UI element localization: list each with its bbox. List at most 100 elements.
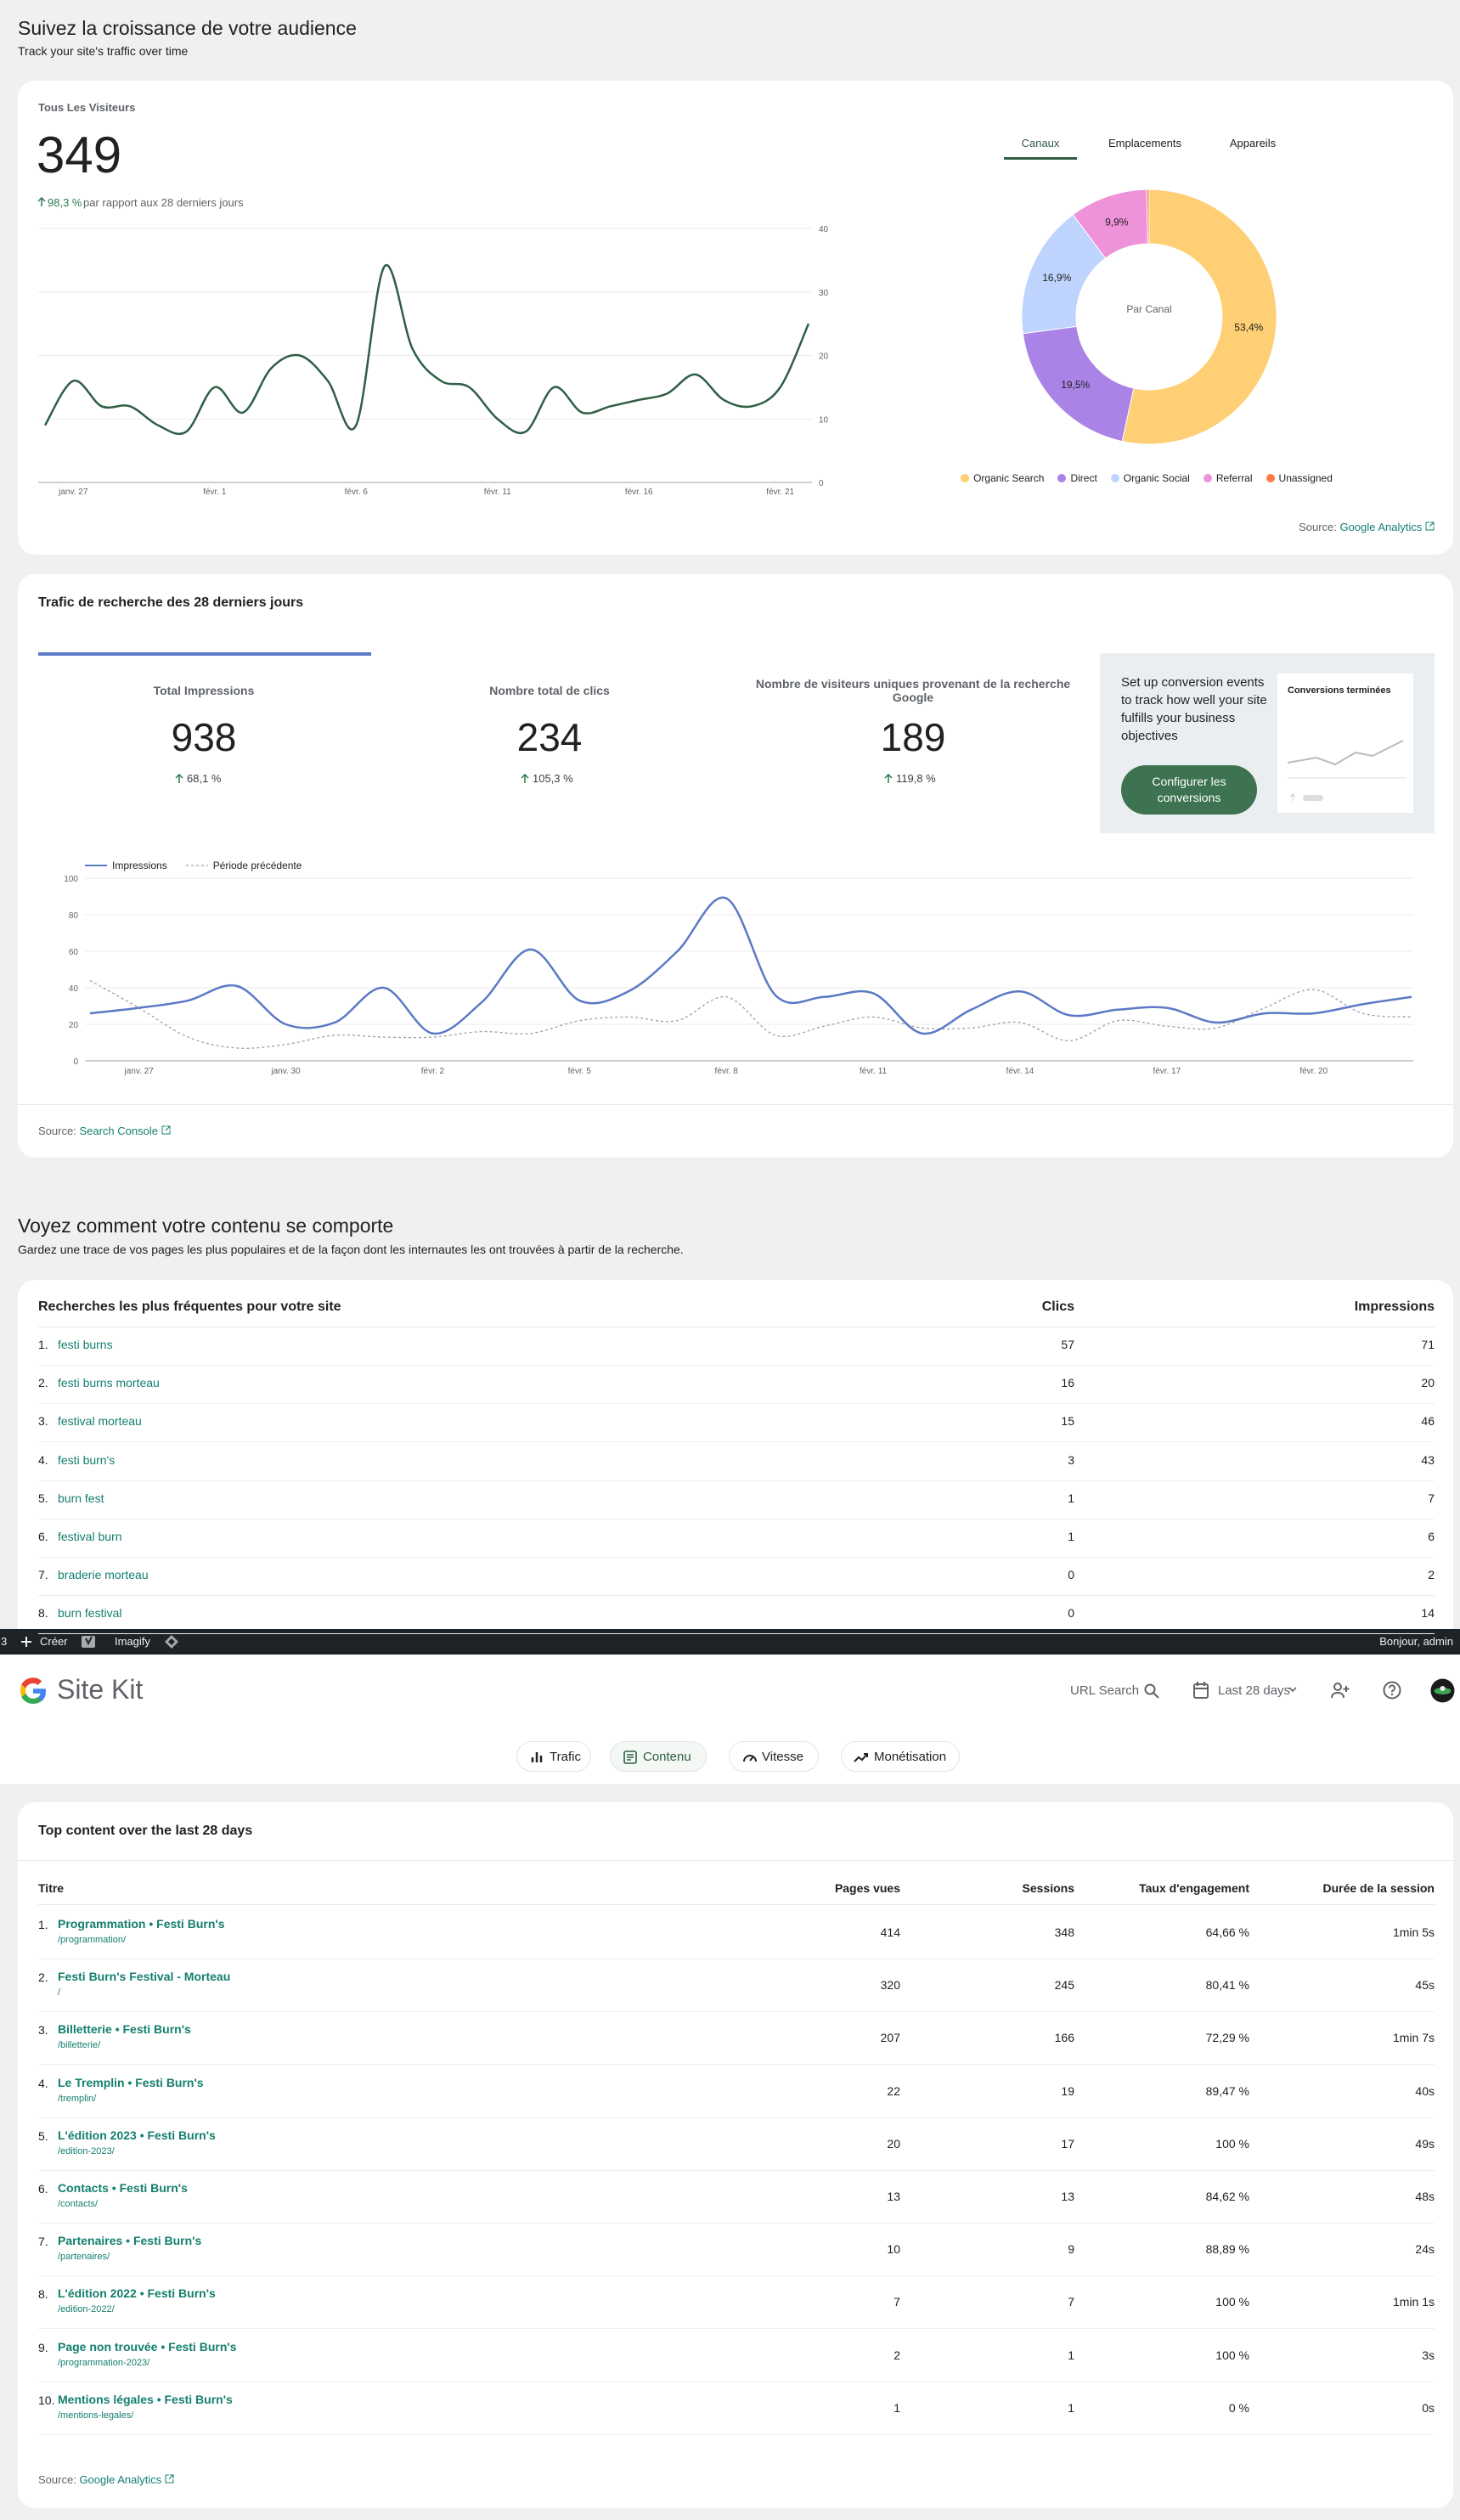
- nav-pill[interactable]: Trafic: [516, 1741, 591, 1772]
- user-add-icon[interactable]: [1331, 1682, 1350, 1699]
- tab[interactable]: Appareils: [1229, 137, 1277, 149]
- rank: 2.: [38, 1376, 48, 1390]
- cell: 0: [1068, 1606, 1074, 1621]
- cell: 414: [880, 1925, 900, 1939]
- page-title[interactable]: Mentions légales • Festi Burn's: [58, 2392, 233, 2406]
- row-divider: [38, 1365, 1435, 1366]
- page-title[interactable]: Partenaires • Festi Burn's: [58, 2234, 202, 2248]
- metric-label[interactable]: Total Impressions: [153, 684, 255, 697]
- search-term[interactable]: festi burn's: [58, 1452, 116, 1467]
- cell: 13: [887, 2190, 900, 2203]
- page-path[interactable]: /partenaires/: [58, 2252, 110, 2263]
- rank: 7.: [38, 2235, 48, 2249]
- search-term[interactable]: braderie morteau: [58, 1568, 149, 1582]
- cell: 100 %: [1215, 2136, 1249, 2151]
- help-icon[interactable]: [1383, 1681, 1401, 1700]
- page-path[interactable]: /edition-2022/: [58, 2304, 115, 2315]
- rank: 3.: [38, 2023, 48, 2038]
- legend-item[interactable]: Période précédente: [185, 860, 302, 871]
- nav-pill[interactable]: Contenu: [610, 1741, 707, 1772]
- page-title[interactable]: L'édition 2023 • Festi Burn's: [58, 2128, 216, 2142]
- page-title[interactable]: Programmation • Festi Burn's: [58, 1917, 225, 1931]
- source-link[interactable]: Google Analytics: [79, 2473, 162, 2486]
- tab[interactable]: Emplacements: [1108, 137, 1181, 149]
- cell: 20: [1421, 1376, 1435, 1390]
- cell: 46: [1421, 1414, 1435, 1429]
- admin-item[interactable]: 3: [1, 1635, 8, 1648]
- page-title[interactable]: Page non trouvée • Festi Burn's: [58, 2339, 237, 2354]
- metric-value: 938: [171, 715, 237, 759]
- page-path[interactable]: /programmation-2023/: [58, 2357, 150, 2368]
- legend-item[interactable]: Referral: [1203, 472, 1253, 484]
- row-divider: [38, 1480, 1435, 1481]
- page-path[interactable]: /tremplin/: [58, 2093, 97, 2104]
- page-title[interactable]: Contacts • Festi Burn's: [58, 2181, 188, 2195]
- page-path[interactable]: /mentions-legales/: [58, 2410, 134, 2421]
- search-icon[interactable]: [1144, 1683, 1159, 1699]
- search-term[interactable]: festi burns: [58, 1338, 113, 1351]
- divider: [18, 1104, 1453, 1105]
- page-title[interactable]: Le Tremplin • Festi Burn's: [58, 2075, 204, 2089]
- external-icon: [161, 1125, 171, 1135]
- page-path[interactable]: /contacts/: [58, 2199, 99, 2209]
- source-link[interactable]: Google Analytics: [1339, 521, 1423, 533]
- search-term[interactable]: festival burn: [58, 1530, 122, 1543]
- nav-pill[interactable]: Monétisation: [841, 1741, 960, 1772]
- date-range[interactable]: Last 28 days: [1218, 1683, 1291, 1698]
- cell: 100 %: [1215, 2348, 1249, 2362]
- legend-item[interactable]: Organic Social: [1110, 472, 1190, 484]
- legend-item[interactable]: Direct: [1057, 472, 1097, 484]
- cell: 1: [1068, 2348, 1074, 2362]
- page-title[interactable]: L'édition 2022 • Festi Burn's: [58, 2286, 216, 2301]
- cell: 14: [1421, 1606, 1435, 1621]
- admin-item[interactable]: Créer: [40, 1635, 68, 1648]
- page-path[interactable]: /edition-2023/: [58, 2145, 115, 2156]
- cell: 7: [893, 2295, 900, 2309]
- legend-item[interactable]: Impressions: [85, 860, 167, 871]
- source-link[interactable]: Search Console: [79, 1125, 158, 1137]
- configure-button[interactable]: Configurer les conversions: [1121, 765, 1257, 815]
- admin-item[interactable]: Imagify: [115, 1635, 150, 1648]
- legend-label: Période précédente: [212, 860, 302, 871]
- up-arrow: [175, 774, 183, 783]
- source-label: Source:: [1299, 521, 1337, 533]
- greeting[interactable]: Bonjour, admin: [1379, 1635, 1453, 1648]
- search-term[interactable]: festi burns morteau: [58, 1376, 160, 1390]
- cell: 13: [1061, 2190, 1074, 2203]
- metric-label[interactable]: Nombre total de clics: [489, 684, 610, 697]
- legend-swatch: [961, 474, 970, 482]
- avatar[interactable]: [1430, 1678, 1455, 1703]
- page-path[interactable]: /billetterie/: [58, 2040, 101, 2051]
- tab[interactable]: Canaux: [1021, 137, 1060, 149]
- arrow: [521, 774, 529, 783]
- search-term[interactable]: burn fest: [58, 1491, 104, 1505]
- page-path[interactable]: /programmation/: [58, 1935, 127, 1945]
- rank: 4.: [38, 1452, 48, 1467]
- cell: 7: [1068, 2295, 1074, 2309]
- cell: 3s: [1422, 2348, 1435, 2362]
- nav-icon: [531, 1752, 543, 1762]
- divider: [18, 1860, 1453, 1861]
- page-title[interactable]: Billetterie • Festi Burn's: [58, 2022, 191, 2037]
- row-divider: [38, 1633, 1435, 1635]
- card-title: Top content over the last 28 days: [38, 1824, 253, 1838]
- yoast-icon: [82, 1636, 95, 1648]
- admin-bar: 3 Créer Imagify Bonjour, admin: [0, 1629, 1460, 1655]
- cell: 22: [887, 2083, 900, 2098]
- legend-item[interactable]: Organic Search: [961, 472, 1044, 484]
- url-search[interactable]: URL Search: [1070, 1683, 1140, 1698]
- metric-label[interactable]: Nombre de visiteurs uniques provenant de…: [755, 677, 1071, 704]
- search-term[interactable]: burn festival: [58, 1606, 122, 1621]
- nav-pill[interactable]: Vitesse: [729, 1741, 819, 1772]
- donut-center-label: Par Canal: [1126, 303, 1172, 315]
- cell: 15: [1061, 1414, 1074, 1429]
- cell: 7: [1428, 1491, 1435, 1505]
- cell: 320: [880, 1978, 900, 1993]
- column-header: Taux d'engagement: [1139, 1881, 1249, 1895]
- page-title[interactable]: Festi Burn's Festival - Morteau: [58, 1970, 231, 1984]
- legend-item[interactable]: Unassigned: [1266, 472, 1333, 484]
- search-term[interactable]: festival morteau: [58, 1414, 142, 1429]
- page-path[interactable]: /: [58, 1987, 61, 1999]
- rank: 3.: [38, 1414, 48, 1429]
- brand: Site Kit: [57, 1674, 144, 1705]
